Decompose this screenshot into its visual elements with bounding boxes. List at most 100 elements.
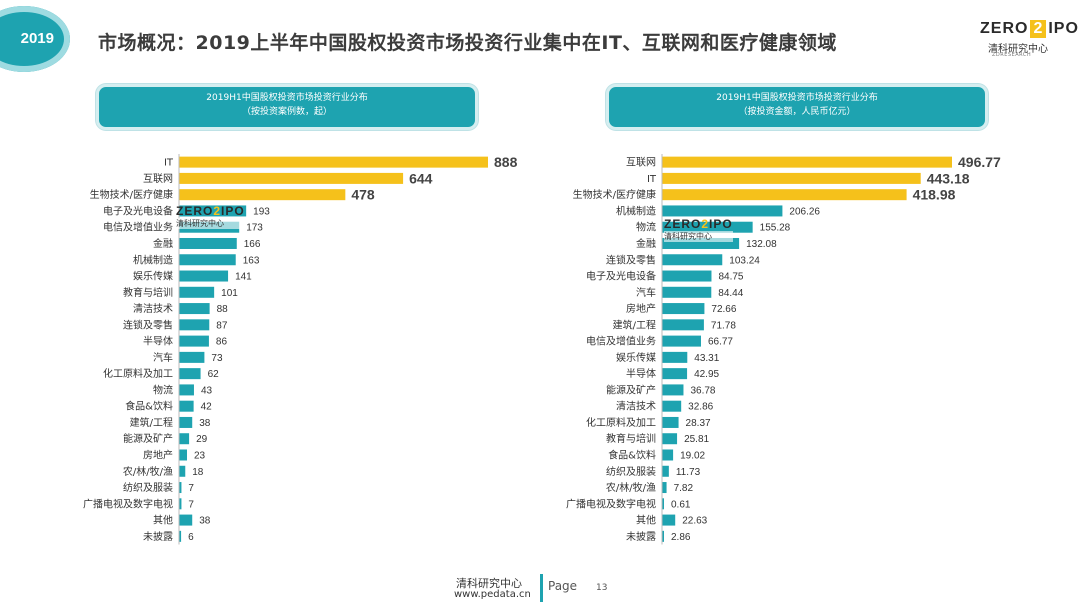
- right-category-label: 机械制造: [616, 204, 656, 217]
- left-chart-title: 2019H1中国股权投资市场投资行业分布: [206, 93, 368, 103]
- left-bar-8: [179, 286, 215, 298]
- footer-url[interactable]: www.pedata.cn: [454, 589, 531, 600]
- right-bar-17: [662, 433, 678, 445]
- right-chart-header: 2019H1中国股权投资市场投资行业分布 （按投资金额，人民币亿元）: [606, 84, 988, 130]
- left-value-label: 88: [217, 304, 229, 315]
- left-bar-13: [179, 368, 201, 380]
- left-value-label: 18: [192, 467, 204, 478]
- right-category-label: IT: [647, 174, 657, 185]
- right-value-label: 443.18: [927, 170, 970, 186]
- footer-separator: [540, 574, 543, 602]
- year-badge: 2019: [0, 6, 70, 72]
- right-value-label: 71.78: [711, 320, 736, 331]
- left-value-label: 87: [216, 320, 228, 331]
- left-bar-17: [179, 433, 190, 445]
- left-bar-15: [179, 400, 194, 412]
- left-bar-1: [179, 172, 404, 184]
- left-bar-9: [179, 303, 210, 315]
- right-bar-11: [662, 335, 701, 347]
- left-category-label: 食品&饮料: [125, 400, 173, 413]
- left-value-label: 29: [196, 434, 208, 445]
- right-bar-18: [662, 449, 674, 461]
- right-bar-7: [662, 270, 712, 282]
- left-category-label: 教育与培训: [123, 286, 173, 299]
- right-category-label: 互联网: [626, 157, 656, 169]
- right-category-label: 电子及光电设备: [586, 270, 656, 283]
- right-category-label: 汽车: [636, 286, 656, 299]
- year-label: 2019: [20, 30, 54, 47]
- left-value-label: 42: [201, 402, 213, 413]
- left-value-label: 478: [351, 187, 375, 203]
- right-value-label: 496.77: [958, 154, 1001, 170]
- right-value-label: 7.82: [674, 483, 694, 494]
- left-category-label: 房地产: [143, 448, 173, 461]
- right-value-label: 19.02: [680, 450, 705, 461]
- right-bar-14: [662, 384, 684, 396]
- right-category-label: 化工原料及加工: [586, 416, 656, 429]
- left-bar-18: [179, 449, 188, 461]
- right-category-label: 建筑/工程: [613, 318, 656, 331]
- right-value-label: 418.98: [913, 187, 956, 203]
- left-bar-5: [179, 237, 237, 249]
- left-category-label: 互联网: [143, 173, 173, 185]
- left-bar-20: [179, 482, 182, 494]
- right-value-label: 155.28: [760, 223, 791, 234]
- right-category-label: 纺织及服装: [606, 465, 656, 478]
- left-value-label: 101: [221, 288, 238, 299]
- right-value-label: 103.24: [729, 255, 760, 266]
- logo-subtitle: 清科研究中心: [988, 44, 1048, 55]
- left-category-label: 金融: [153, 237, 173, 250]
- left-bar-21: [179, 498, 182, 510]
- right-bar-10: [662, 319, 704, 331]
- left-category-label: 机械制造: [133, 253, 173, 266]
- left-category-label: 清洁技术: [133, 302, 173, 315]
- right-value-label: 206.26: [789, 206, 820, 217]
- right-value-label: 36.78: [690, 385, 715, 396]
- right-value-label: 42.95: [694, 369, 719, 380]
- left-category-label: 未披露: [143, 530, 173, 543]
- watermark-left: ZERO2IPO 清科研究中心: [176, 204, 245, 229]
- left-category-label: 化工原料及加工: [103, 367, 173, 380]
- right-chart-subtitle: （按投资金额，人民币亿元）: [738, 107, 856, 117]
- page-title: 市场概况：2019上半年中国股权投资市场投资行业集中在IT、互联网和医疗健康领域: [98, 32, 837, 54]
- left-bar-3: [179, 205, 247, 217]
- left-value-label: 62: [208, 369, 220, 380]
- left-value-label: 163: [243, 255, 260, 266]
- left-category-label: 生物技术/医疗健康: [90, 188, 173, 201]
- left-category-label: 汽车: [153, 351, 173, 364]
- left-bar-23: [179, 530, 182, 542]
- left-category-label: 其他: [153, 514, 173, 527]
- right-category-label: 物流: [636, 221, 656, 234]
- right-bar-1: [662, 172, 921, 184]
- right-bar-19: [662, 465, 669, 477]
- right-bar-3: [662, 205, 783, 217]
- right-bar-12: [662, 351, 688, 363]
- right-category-label: 娱乐传媒: [616, 351, 656, 364]
- left-bar-6: [179, 254, 236, 266]
- zero2ipo-logo: ZERO 2 IPO: [980, 20, 1079, 38]
- right-bar-20: [662, 482, 667, 494]
- right-value-label: 32.86: [688, 402, 713, 413]
- left-category-label: 建筑/工程: [130, 416, 173, 429]
- right-value-label: 66.77: [708, 337, 733, 348]
- left-category-label: 电信及增值业务: [103, 221, 173, 234]
- left-category-label: 电子及光电设备: [103, 204, 173, 217]
- left-value-label: 7: [188, 483, 194, 494]
- left-bar-12: [179, 351, 205, 363]
- left-category-label: 连锁及零售: [123, 318, 173, 331]
- right-bar-21: [662, 498, 664, 510]
- left-category-label: 娱乐传媒: [133, 270, 173, 283]
- right-value-label: 28.37: [686, 418, 711, 429]
- right-value-label: 43.31: [694, 353, 719, 364]
- right-bar-2: [662, 189, 907, 201]
- right-category-label: 半导体: [626, 367, 656, 380]
- right-bar-9: [662, 303, 705, 315]
- left-category-label: 纺织及服装: [123, 481, 173, 494]
- left-value-label: 644: [409, 170, 433, 186]
- left-category-label: 能源及矿产: [123, 432, 173, 445]
- right-value-label: 25.81: [684, 434, 709, 445]
- right-category-label: 房地产: [626, 302, 656, 315]
- right-category-label: 教育与培训: [606, 432, 656, 445]
- right-chart-title: 2019H1中国股权投资市场投资行业分布: [716, 93, 878, 103]
